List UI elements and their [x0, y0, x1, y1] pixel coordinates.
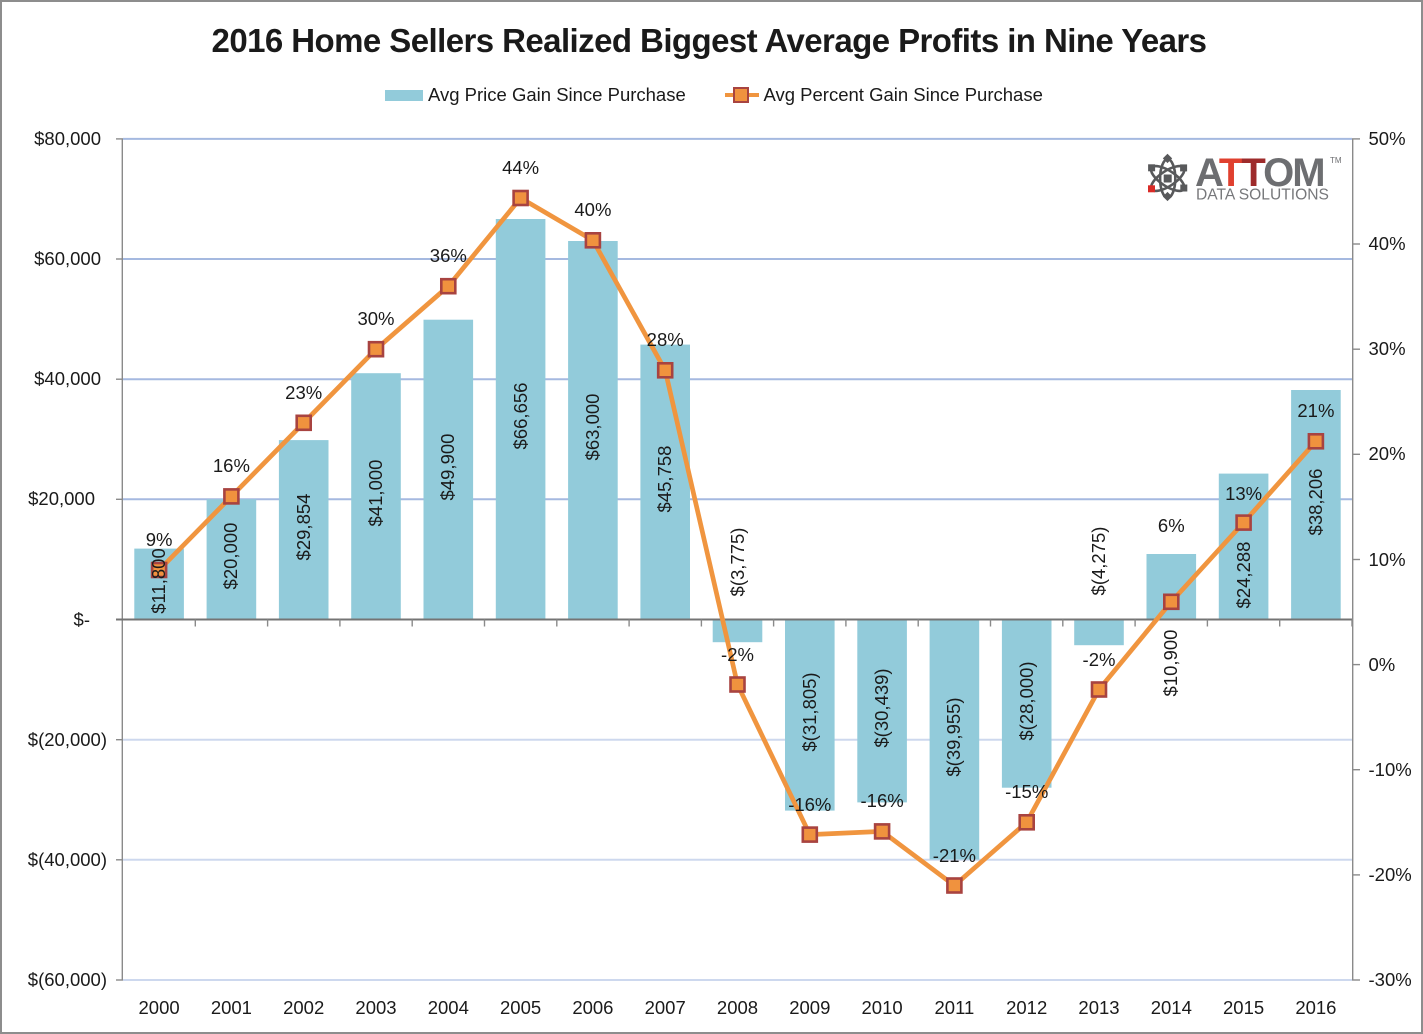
- svg-text:ATTOM: ATTOM: [1195, 151, 1324, 195]
- svg-text:TM: TM: [1330, 156, 1342, 165]
- svg-text:DATA SOLUTIONS: DATA SOLUTIONS: [1196, 187, 1329, 204]
